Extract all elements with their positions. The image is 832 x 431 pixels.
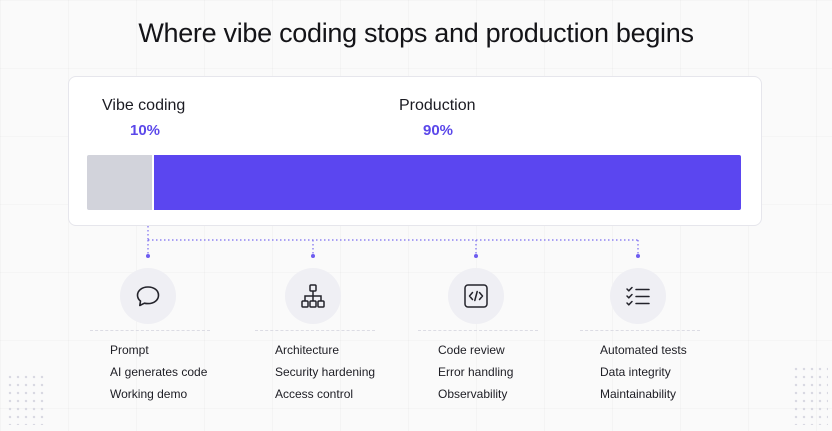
vibe-coding-percent: 10% [130,122,161,139]
production-segment [153,155,741,210]
list-item: Maintainability [600,387,677,401]
production-label: Production [399,97,476,114]
column-list: Architecture Security hardening Access c… [275,343,435,409]
hierarchy-icon [285,268,341,324]
column-divider [90,330,210,331]
decorative-dots-right [792,365,828,425]
column-list: Prompt AI generates code Working demo [110,343,270,409]
connector-dot [474,254,478,258]
page-title: Where vibe coding stops and production b… [138,18,694,48]
list-item: Prompt [110,343,149,357]
connector-dot [146,254,150,258]
code-brackets-icon [448,268,504,324]
list-item: AI generates code [110,365,208,379]
list-item: Security hardening [275,365,376,379]
decorative-dots-left [6,373,46,425]
production-percent: 90% [423,122,454,139]
vibe-coding-segment [87,155,152,210]
list-item: Error handling [438,365,514,379]
segment-divider [151,155,154,210]
checklist-icon [610,268,666,324]
list-item: Automated tests [600,343,687,357]
connector-lines [146,226,640,258]
column-divider [418,330,538,331]
list-item: Architecture [275,343,340,357]
split-bar [87,155,741,210]
list-item: Working demo [110,387,188,401]
column-list: Automated tests Data integrity Maintaina… [600,343,760,409]
vibe-coding-label: Vibe coding [102,97,186,114]
column-divider [580,330,700,331]
speech-bubble-icon [120,268,176,324]
split-panel: Vibe coding 10% Production 90% [68,76,762,226]
list-item: Access control [275,387,354,401]
column-divider [255,330,375,331]
list-item: Observability [438,387,508,401]
column-list: Code review Error handling Observability [438,343,598,409]
connector-dot [311,254,315,258]
list-item: Code review [438,343,505,357]
connector-dot [636,254,640,258]
list-item: Data integrity [600,365,671,379]
